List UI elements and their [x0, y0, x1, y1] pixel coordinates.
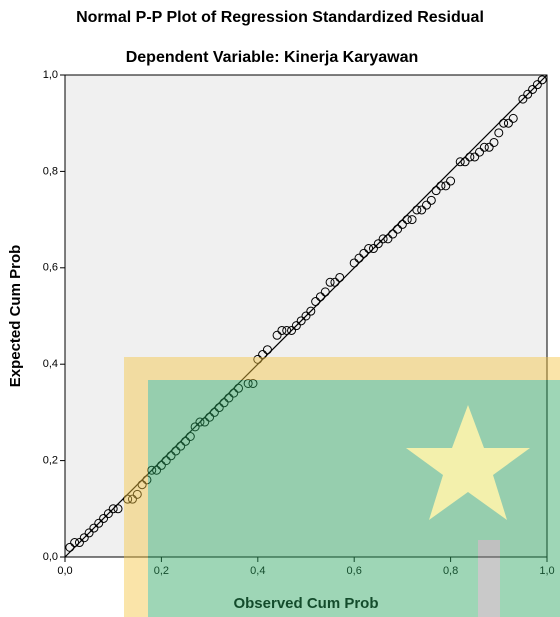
chart-subtitle: Dependent Variable: Kinerja Karyawan [126, 49, 419, 66]
y-tick-label: 0,2 [43, 455, 58, 467]
y-tick-label: 0,4 [43, 358, 58, 370]
x-tick-label: 0,0 [57, 565, 72, 577]
y-tick-label: 0,6 [43, 262, 58, 274]
watermark [124, 357, 560, 617]
y-tick-label: 0,0 [43, 551, 58, 563]
watermark-bar [478, 540, 500, 617]
y-axis-label: Expected Cum Prob [7, 245, 24, 388]
chart: Normal P-P Plot of Regression Standardiz… [0, 0, 560, 617]
y-tick-label: 1,0 [43, 69, 58, 81]
y-tick-label: 0,8 [43, 165, 58, 177]
chart-title: Normal P-P Plot of Regression Standardiz… [76, 9, 484, 26]
